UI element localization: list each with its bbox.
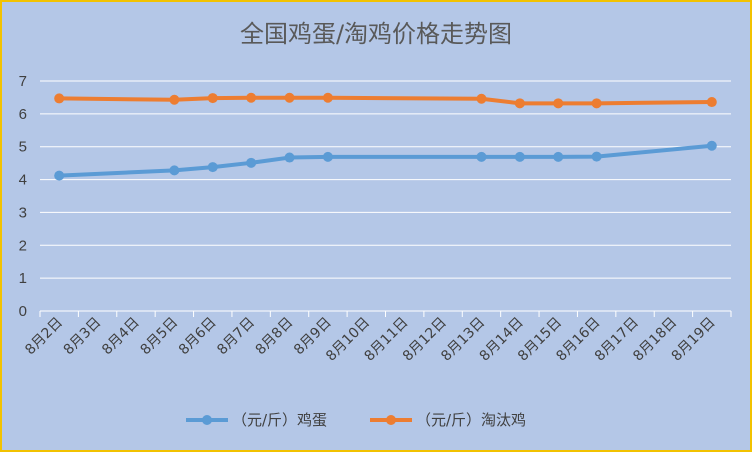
series-1-point bbox=[553, 151, 564, 162]
x-tick-label: 8月5日 bbox=[137, 315, 181, 359]
x-tick-label: 8月7日 bbox=[214, 315, 258, 359]
series-2-point bbox=[246, 92, 257, 103]
series-2-point bbox=[54, 93, 65, 104]
series-1-point bbox=[284, 152, 295, 163]
series-1-point bbox=[591, 151, 602, 162]
series-2-point bbox=[553, 98, 564, 109]
series-2-point bbox=[591, 98, 602, 109]
series-line-1 bbox=[57, 143, 714, 178]
legend-label-2: （元/斤）淘汰鸡 bbox=[416, 411, 526, 429]
legend: （元/斤）鸡蛋 （元/斤）淘汰鸡 bbox=[186, 411, 526, 429]
y-tick-label: 6 bbox=[19, 106, 27, 123]
x-tick-label: 8月3日 bbox=[61, 315, 105, 359]
y-tick-label: 4 bbox=[19, 172, 27, 189]
series-1-point bbox=[169, 165, 180, 176]
series-2-point bbox=[207, 93, 218, 104]
y-tick-label: 5 bbox=[19, 139, 27, 156]
y-tick-label: 0 bbox=[19, 303, 27, 320]
gridlines bbox=[39, 80, 732, 317]
series-1-point bbox=[514, 151, 525, 162]
legend-label-1: （元/斤）鸡蛋 bbox=[232, 411, 327, 429]
series-2-point bbox=[169, 94, 180, 105]
series-1-point bbox=[54, 170, 65, 181]
legend-marker-2 bbox=[386, 415, 396, 425]
series-1-point bbox=[207, 162, 218, 173]
x-tick-label: 8月4日 bbox=[99, 315, 143, 359]
x-tick-label: 8月8日 bbox=[253, 315, 297, 359]
y-tick-label: 1 bbox=[19, 270, 27, 287]
x-axis: 8月2日8月3日8月4日8月5日8月6日8月7日8月8日8月9日8月10日8月1… bbox=[22, 315, 718, 365]
series-2-point bbox=[284, 92, 295, 103]
x-tick-label: 8月2日 bbox=[22, 315, 66, 359]
series-1-point bbox=[246, 157, 257, 168]
y-axis: 0 1 2 3 4 5 6 7 bbox=[19, 73, 27, 320]
legend-marker-1 bbox=[202, 415, 212, 425]
series-1-point bbox=[322, 151, 333, 162]
chart-title: 全国鸡蛋/淘鸡价格走势图 bbox=[240, 20, 512, 48]
x-tick-label: 8月6日 bbox=[176, 315, 220, 359]
series-2-point bbox=[476, 93, 487, 104]
y-tick-label: 2 bbox=[19, 237, 27, 254]
series-2-point bbox=[322, 92, 333, 103]
series-1-point bbox=[476, 151, 487, 162]
series bbox=[54, 92, 717, 181]
y-tick-label: 7 bbox=[19, 73, 27, 90]
series-2-point bbox=[706, 97, 717, 108]
series-1-point bbox=[706, 140, 717, 151]
series-line-2 bbox=[57, 95, 714, 106]
y-tick-label: 3 bbox=[19, 204, 27, 221]
series-2-point bbox=[514, 98, 525, 109]
